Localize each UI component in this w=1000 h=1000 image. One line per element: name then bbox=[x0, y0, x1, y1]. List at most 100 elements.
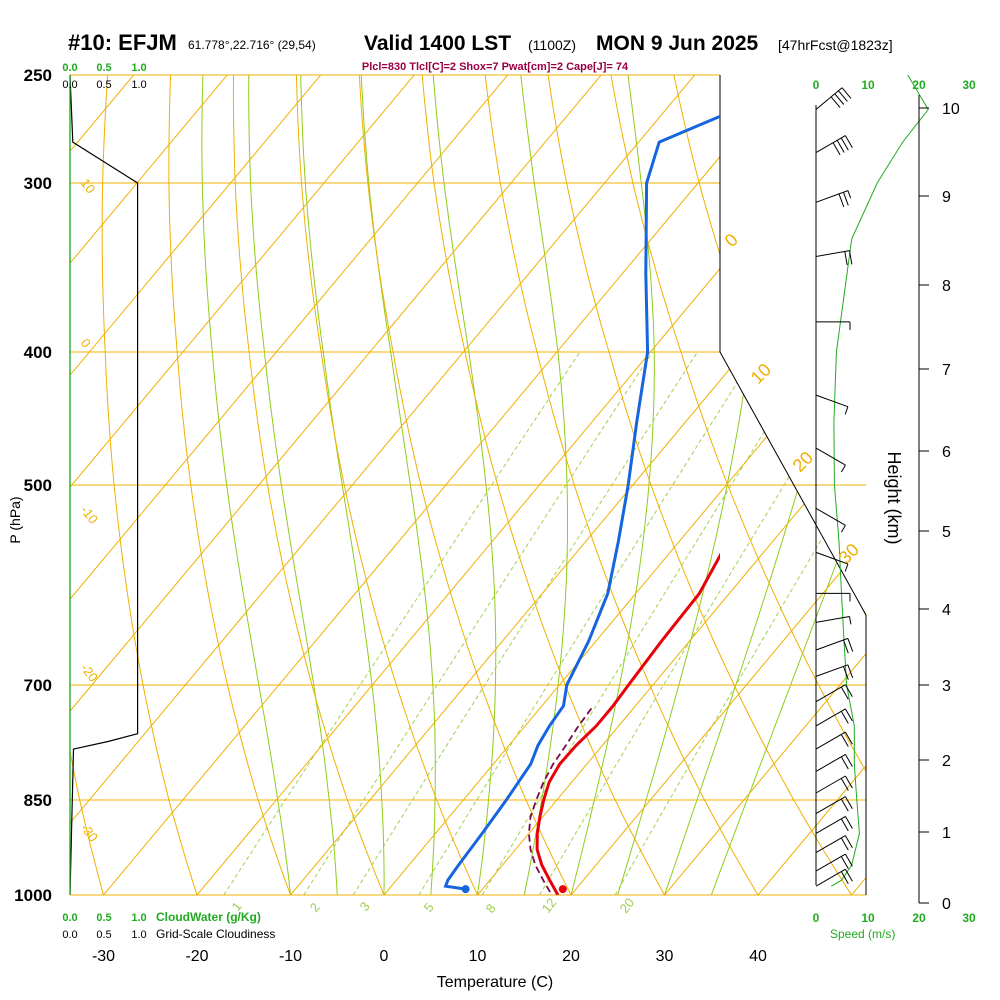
dry-adiabat-line bbox=[855, 75, 866, 895]
mixing-ratio-label: 3 bbox=[357, 899, 373, 914]
temperature-tick-label: -10 bbox=[279, 948, 302, 965]
dry-adiabat-line bbox=[101, 75, 198, 895]
moist-adiabat-line bbox=[360, 75, 436, 895]
wind-barb bbox=[815, 135, 853, 156]
mixing-ratio-line bbox=[303, 351, 653, 895]
cloudiness-line bbox=[69, 74, 139, 896]
wind-barb bbox=[815, 815, 853, 834]
dry-adiabat-line bbox=[70, 75, 104, 895]
wind-speed-bottom-tick: 10 bbox=[861, 911, 875, 925]
height-tick-label: 6 bbox=[942, 444, 951, 461]
isotherm-line bbox=[290, 75, 866, 895]
parcel-line bbox=[527, 705, 595, 893]
temperature-line bbox=[535, 552, 720, 895]
cloud-water-bottom-tick: 1.0 bbox=[131, 912, 146, 924]
height-tick-label: 2 bbox=[942, 753, 951, 770]
isotherm-line bbox=[570, 75, 866, 895]
isotherm-line bbox=[103, 75, 809, 895]
dry-adiabat-line bbox=[295, 75, 478, 895]
wind-barb bbox=[815, 684, 853, 703]
mixing-ratio-label: 5 bbox=[421, 900, 437, 915]
theta-label: 20 bbox=[789, 448, 817, 476]
wind-barb bbox=[816, 592, 851, 602]
wind-barb bbox=[815, 868, 853, 887]
isotherm-line bbox=[70, 75, 342, 895]
wind-barb bbox=[815, 853, 853, 872]
pressure-tick-label: 400 bbox=[24, 343, 52, 362]
isotherm-label: -10 bbox=[78, 503, 101, 527]
cloudiness-top-tick: 1.0 bbox=[131, 79, 146, 91]
wind-barb bbox=[815, 507, 846, 533]
wind-barb bbox=[815, 87, 852, 110]
wind-barb bbox=[815, 796, 853, 815]
wind-speed-bottom-tick: 30 bbox=[962, 911, 976, 925]
isotherm-line bbox=[757, 75, 866, 895]
cloud-water-label: CloudWater (g/Kg) bbox=[156, 910, 261, 924]
mixing-ratio-label: 2 bbox=[307, 900, 323, 915]
mixing-ratio-label: 20 bbox=[617, 895, 638, 916]
temperature-surface-point bbox=[558, 885, 567, 894]
wind-barb bbox=[815, 835, 853, 854]
dry-adiabat-line bbox=[606, 75, 866, 895]
wind-speed-top-tick: 0 bbox=[813, 78, 820, 92]
pressure-tick-label: 1000 bbox=[14, 886, 52, 905]
wind-speed-top-tick: 30 bbox=[962, 78, 976, 92]
pressure-tick-label: 850 bbox=[24, 791, 52, 810]
cloud-water-top-tick: 0.0 bbox=[62, 62, 77, 74]
height-tick-label: 4 bbox=[942, 602, 951, 619]
dry-adiabat-line bbox=[482, 75, 759, 895]
isotherm-line bbox=[70, 75, 529, 895]
wind-barb bbox=[815, 664, 854, 680]
wind-barb bbox=[815, 250, 853, 266]
pressure-tick-label: 250 bbox=[24, 66, 52, 85]
wind-barb bbox=[815, 637, 854, 654]
plot-right-boundary bbox=[719, 75, 867, 895]
cloud-water-top-tick: 0.5 bbox=[96, 62, 111, 74]
wind-speed-bottom-tick: 0 bbox=[813, 911, 820, 925]
pressure-tick-label: 300 bbox=[24, 174, 52, 193]
isotherm-label: -20 bbox=[78, 661, 101, 685]
cloudiness-top-tick: 0.0 bbox=[62, 79, 77, 91]
height-tick-label: 9 bbox=[942, 189, 951, 206]
wind-barb bbox=[816, 321, 851, 330]
forecast-info: [47hrFcst@1823z] bbox=[778, 37, 893, 53]
wind-speed-top-tick: 20 bbox=[912, 78, 926, 92]
cloudiness-bottom-tick: 1.0 bbox=[131, 929, 146, 941]
x-axis-title: Temperature (C) bbox=[437, 974, 553, 991]
isotherm-line bbox=[196, 75, 866, 895]
mixing-ratio-label: 8 bbox=[483, 901, 499, 916]
isotherm-line bbox=[70, 75, 716, 895]
dewpoint-line bbox=[443, 114, 720, 891]
moist-adiabat-line bbox=[570, 75, 655, 895]
height-tick-label: 0 bbox=[942, 896, 951, 913]
dry-adiabat-line bbox=[918, 51, 1000, 895]
utc-time: (1100Z) bbox=[528, 37, 576, 53]
isotherm-line bbox=[70, 75, 248, 895]
isotherm-label: 0 bbox=[78, 336, 94, 351]
isotherm-line bbox=[851, 75, 866, 895]
height-axis-title: Height (km) bbox=[884, 451, 904, 544]
wind-speed-label: Speed (m/s) bbox=[830, 927, 895, 941]
wind-speed-bottom-tick: 20 bbox=[912, 911, 926, 925]
cloudiness-bottom-tick: 0.0 bbox=[62, 929, 77, 941]
moist-adiabat-line bbox=[248, 75, 338, 895]
cloud-water-top-tick: 1.0 bbox=[131, 62, 146, 74]
temperature-tick-label: -20 bbox=[185, 948, 208, 965]
station-id: #10: EFJM bbox=[68, 30, 177, 55]
dry-adiabat-line bbox=[544, 75, 852, 895]
temperature-tick-label: 0 bbox=[380, 948, 389, 965]
theta-label: 0 bbox=[721, 230, 742, 251]
valid-time: Valid 1400 LST bbox=[364, 32, 511, 55]
valid-date: MON 9 Jun 2025 bbox=[596, 32, 759, 55]
cloudiness-bottom-tick: 0.5 bbox=[96, 929, 111, 941]
height-tick-label: 3 bbox=[942, 678, 951, 695]
profiles bbox=[443, 114, 720, 895]
wind-barb bbox=[815, 616, 852, 625]
height-tick-label: 5 bbox=[942, 524, 951, 541]
wind-barb bbox=[815, 190, 852, 208]
cloud-panel bbox=[69, 74, 139, 896]
isotherm-line bbox=[383, 75, 866, 895]
wind-barb bbox=[815, 551, 849, 572]
temperature-tick-label: 30 bbox=[656, 948, 674, 965]
